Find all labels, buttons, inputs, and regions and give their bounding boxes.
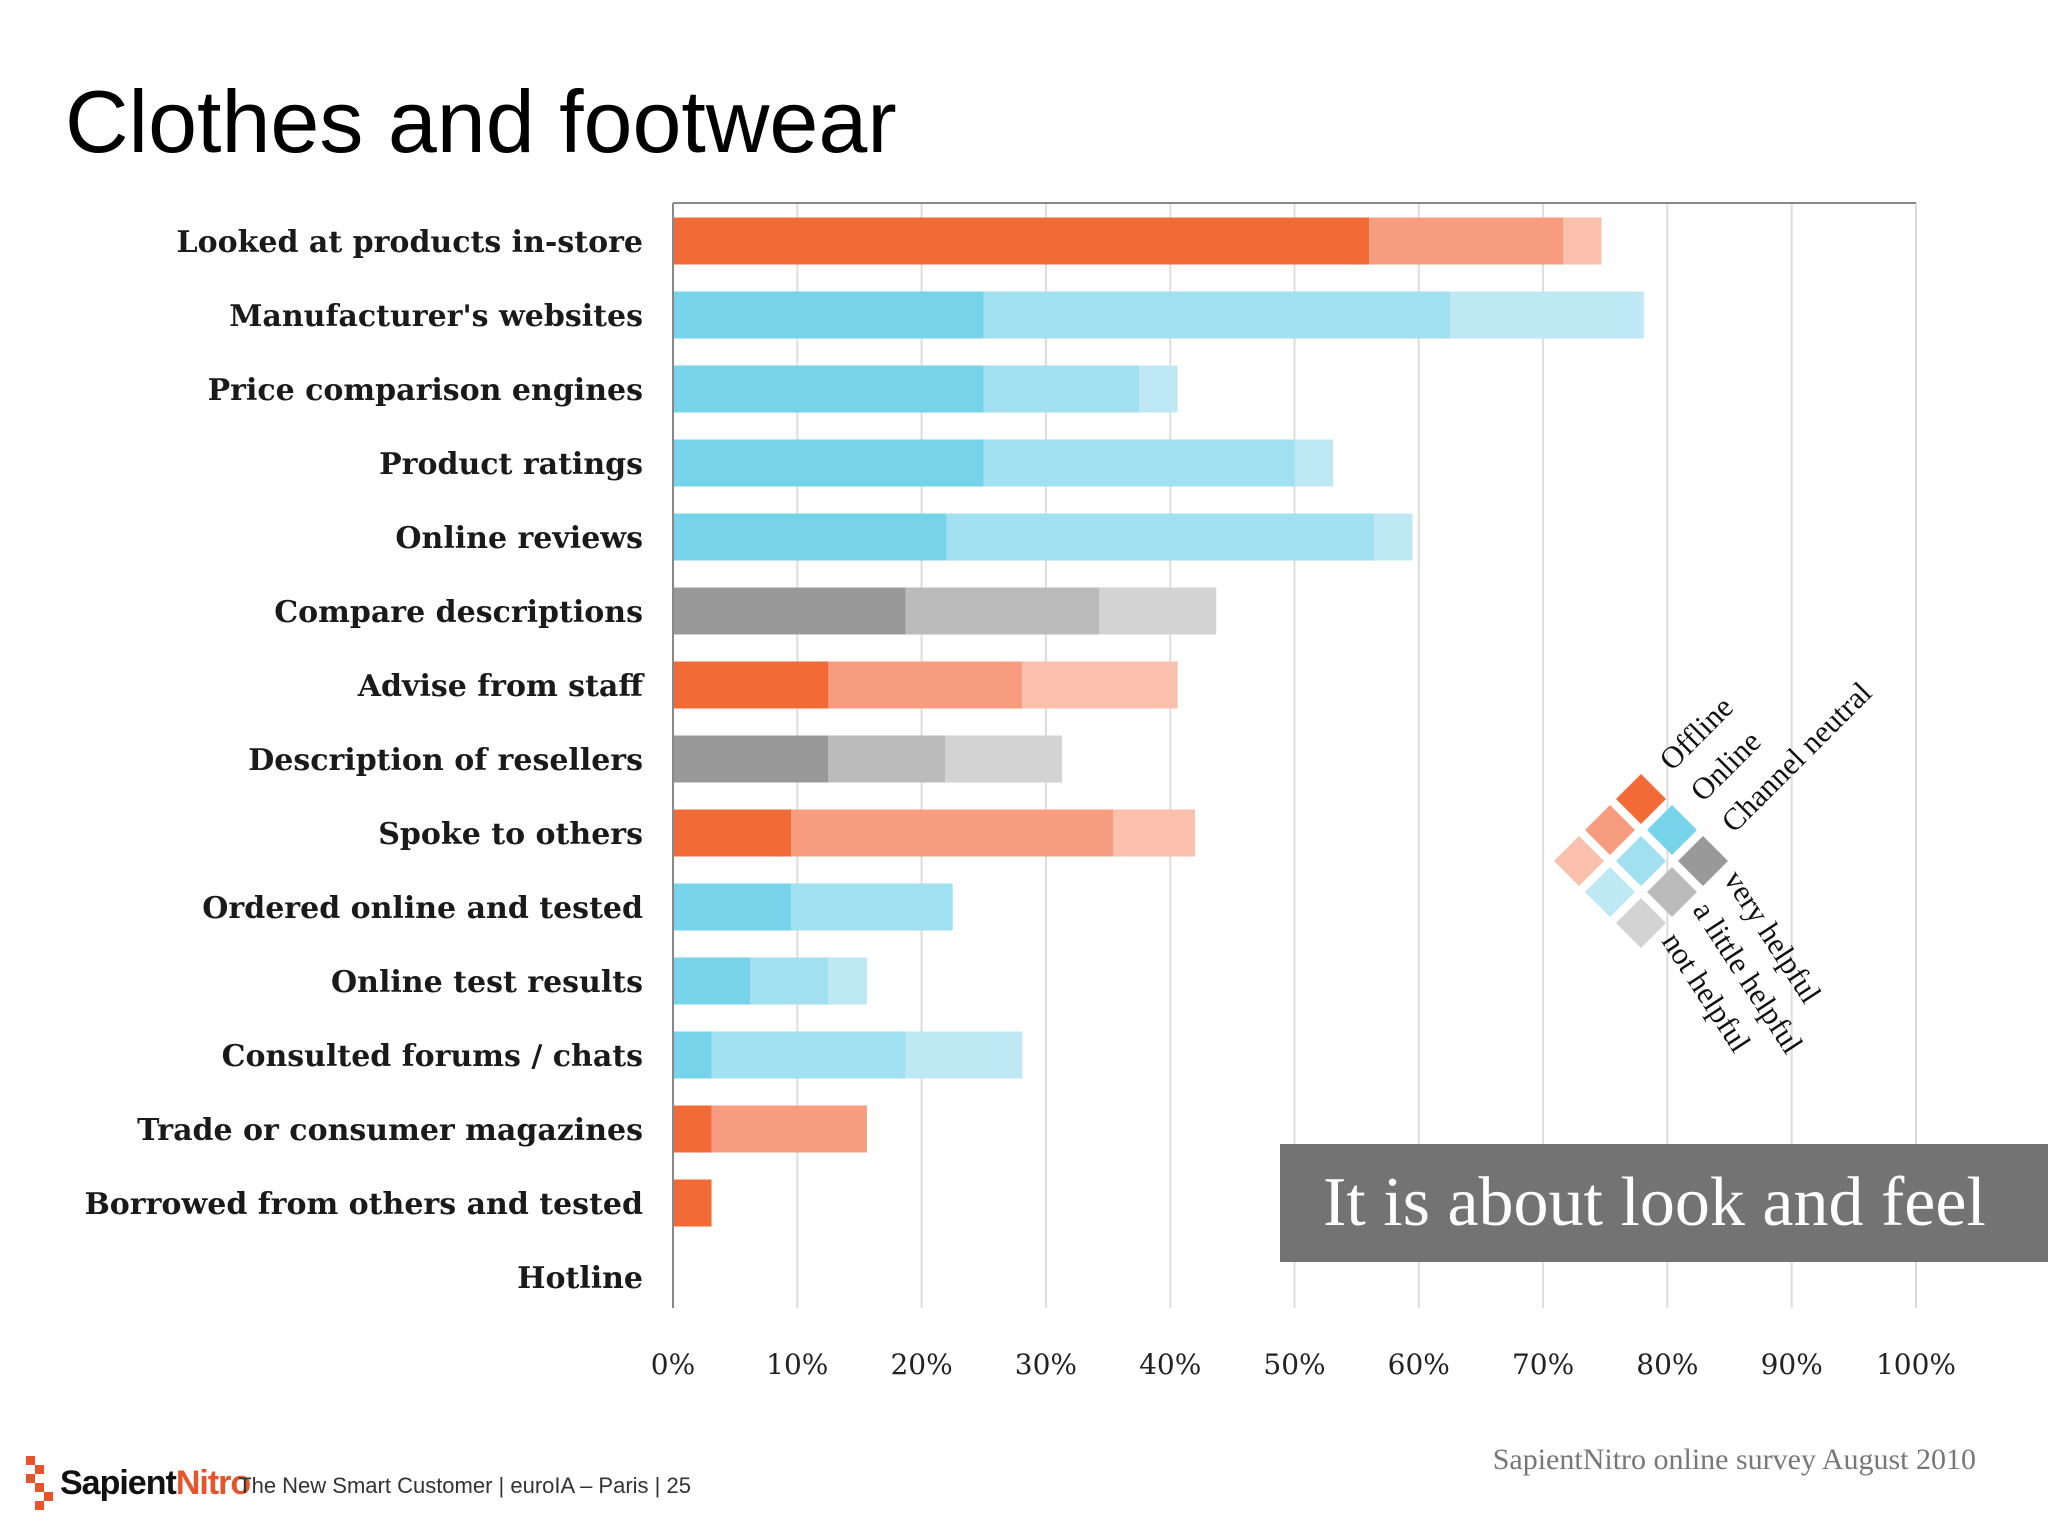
category-label-description-of-resellers: Description of resellers [248, 743, 643, 778]
legend-swatch-channel-neutral-a-little-helpful [1647, 867, 1697, 917]
category-label-hotline: Hotline [517, 1261, 643, 1296]
x-tick-label: 50% [1263, 1348, 1325, 1381]
stacked-bar-chart: Looked at products in-store Manufacturer'… [84, 202, 1956, 1381]
bar-looked-at-products-in-store-very-helpful [673, 217, 1370, 265]
category-label-trade-or-consumer-magazines: Trade or consumer magazines [137, 1113, 643, 1148]
legend-swatch-offline-very-helpful [1616, 774, 1666, 824]
bar-online-reviews-very-helpful [673, 513, 947, 561]
bar-manufacturer-s-websites-a-little-helpful [983, 291, 1450, 339]
bar-spoke-to-others-not-helpful [1113, 809, 1196, 857]
x-tick-label: 70% [1512, 1348, 1574, 1381]
bar-price-comparison-engines-a-little-helpful [983, 365, 1140, 413]
category-label-manufacturer-s-websites: Manufacturer's websites [229, 299, 643, 334]
legend-swatch-offline-not-helpful [1554, 836, 1604, 886]
category-label-advise-from-staff: Advise from staff [357, 669, 646, 704]
bar-compare-descriptions-a-little-helpful [905, 587, 1100, 635]
logo-text-nitro: Nitro [175, 1463, 251, 1502]
legend-swatch-online-not-helpful [1585, 867, 1635, 917]
bar-description-of-resellers-very-helpful [673, 735, 829, 783]
logo-text-sapient: Sapient [60, 1463, 177, 1502]
bar-product-ratings-a-little-helpful [983, 439, 1295, 487]
callout-box: It is about look and feel [1280, 1144, 2048, 1262]
legend-swatch-online-very-helpful [1647, 805, 1697, 855]
bar-ordered-online-and-tested-a-little-helpful [791, 883, 953, 931]
bar-advise-from-staff-a-little-helpful [828, 661, 1023, 709]
category-label-price-comparison-engines: Price comparison engines [208, 373, 643, 408]
x-tick-label: 40% [1139, 1348, 1201, 1381]
x-tick-label: 30% [1015, 1348, 1077, 1381]
x-tick-label: 80% [1636, 1348, 1698, 1381]
x-tick-labels: 0% 10% 20% 30% 40% 50% 60% 70% 80% 90% 100% [651, 1348, 1956, 1381]
bar-compare-descriptions-not-helpful [1099, 587, 1217, 635]
x-tick-label: 60% [1388, 1348, 1450, 1381]
bar-ordered-online-and-tested-very-helpful [673, 883, 792, 931]
bar-consulted-forums-chats-very-helpful [673, 1031, 712, 1079]
category-label-spoke-to-others: Spoke to others [378, 817, 643, 852]
bar-spoke-to-others-very-helpful [673, 809, 792, 857]
category-label-ordered-online-and-tested: Ordered online and tested [202, 891, 643, 926]
bar-trade-or-consumer-magazines-very-helpful [673, 1105, 712, 1153]
bar-online-test-results-a-little-helpful [750, 957, 829, 1005]
axes [672, 202, 1916, 1308]
x-tick-label: 20% [890, 1348, 952, 1381]
callout-text: It is about look and feel [1323, 1164, 1986, 1241]
source-note: SapientNitro online survey August 2010 [1492, 1443, 1976, 1476]
bar-advise-from-staff-very-helpful [673, 661, 829, 709]
legend-swatch-channel-neutral-very-helpful [1678, 836, 1728, 886]
bar-manufacturer-s-websites-very-helpful [673, 291, 984, 339]
bar-product-ratings-very-helpful [673, 439, 984, 487]
bar-consulted-forums-chats-not-helpful [905, 1031, 1023, 1079]
bar-online-test-results-not-helpful [828, 957, 867, 1005]
bar-trade-or-consumer-magazines-a-little-helpful [711, 1105, 867, 1153]
legend-swatch-channel-neutral-not-helpful [1616, 898, 1666, 948]
category-label-consulted-forums-chats: Consulted forums / chats [222, 1039, 643, 1074]
bar-online-test-results-very-helpful [673, 957, 751, 1005]
x-tick-label: 0% [651, 1348, 695, 1381]
bar-looked-at-products-in-store-not-helpful [1562, 217, 1602, 265]
x-tick-label: 90% [1761, 1348, 1823, 1381]
legend-swatch-offline-a-little-helpful [1585, 805, 1635, 855]
category-label-online-test-results: Online test results [331, 965, 643, 1000]
bar-consulted-forums-chats-a-little-helpful [711, 1031, 906, 1079]
footer-text: The New Smart Customer | euroIA – Paris … [238, 1473, 691, 1498]
x-tick-label: 10% [766, 1348, 828, 1381]
bar-online-reviews-a-little-helpful [946, 513, 1375, 561]
category-label-product-ratings: Product ratings [379, 447, 643, 482]
category-label-looked-at-products-in-store: Looked at products in-store [177, 225, 644, 260]
bar-borrowed-from-others-and-tested-very-helpful [673, 1179, 712, 1227]
bar-online-reviews-not-helpful [1374, 513, 1413, 561]
bar-compare-descriptions-very-helpful [673, 587, 906, 635]
footer: Sapient Nitro The New Smart Customer | e… [22, 1450, 691, 1516]
category-label-compare-descriptions: Compare descriptions [274, 595, 643, 630]
bar-manufacturer-s-websites-not-helpful [1449, 291, 1644, 339]
bar-advise-from-staff-not-helpful [1022, 661, 1178, 709]
bar-spoke-to-others-a-little-helpful [791, 809, 1114, 857]
category-label-online-reviews: Online reviews [395, 521, 643, 556]
bar-description-of-resellers-a-little-helpful [828, 735, 946, 783]
bar-price-comparison-engines-very-helpful [673, 365, 984, 413]
bars [673, 217, 1644, 1227]
bar-product-ratings-not-helpful [1294, 439, 1334, 487]
legend-swatch-online-a-little-helpful [1616, 836, 1666, 886]
x-tick-label: 100% [1876, 1348, 1956, 1381]
bar-price-comparison-engines-not-helpful [1139, 365, 1178, 413]
bar-looked-at-products-in-store-a-little-helpful [1369, 217, 1563, 265]
category-labels: Looked at products in-store Manufacturer'… [84, 225, 645, 1296]
bar-description-of-resellers-not-helpful [945, 735, 1063, 783]
logo-mark [26, 1456, 53, 1510]
category-label-borrowed-from-others-and-tested: Borrowed from others and tested [84, 1187, 643, 1222]
slide-title: Clothes and footwear [65, 72, 897, 171]
